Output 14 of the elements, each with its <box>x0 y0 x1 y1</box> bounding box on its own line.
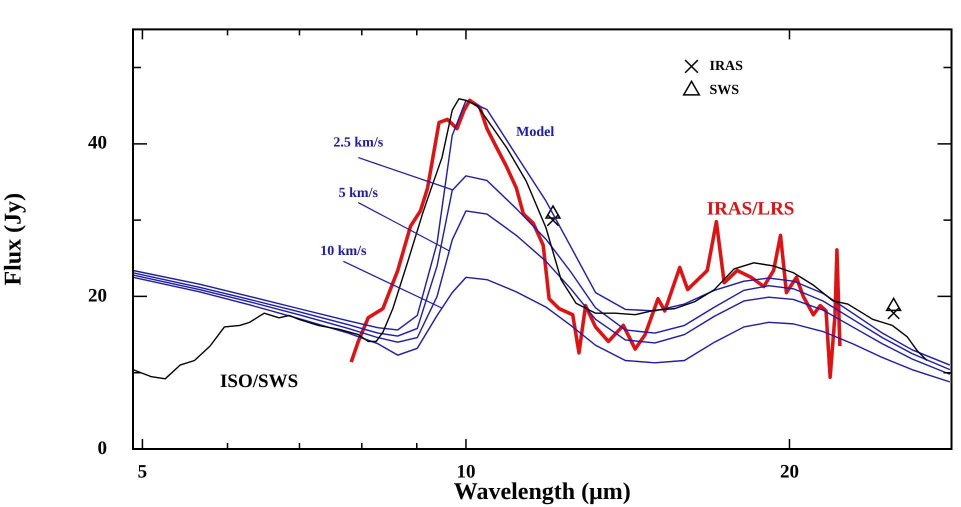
series-label: IRAS/LRS <box>706 198 794 220</box>
x-tick-label: 20 <box>780 461 799 482</box>
series-label: Model <box>516 125 554 140</box>
y-tick-label: 20 <box>88 285 107 306</box>
x-tick-label: 5 <box>138 461 148 482</box>
text: 10 km/s <box>320 244 368 260</box>
y-axis-title: Flux (Jy) <box>0 192 27 286</box>
series-label: ISO/SWS <box>220 370 298 392</box>
text: 2.5 km/s <box>333 136 384 151</box>
y-tick-label: 40 <box>88 132 107 154</box>
text: 5 km/s <box>338 186 378 202</box>
y-tick-label: 0 <box>98 438 107 459</box>
legend-label: IRAS <box>710 59 744 74</box>
legend-label: SWS <box>710 83 740 98</box>
